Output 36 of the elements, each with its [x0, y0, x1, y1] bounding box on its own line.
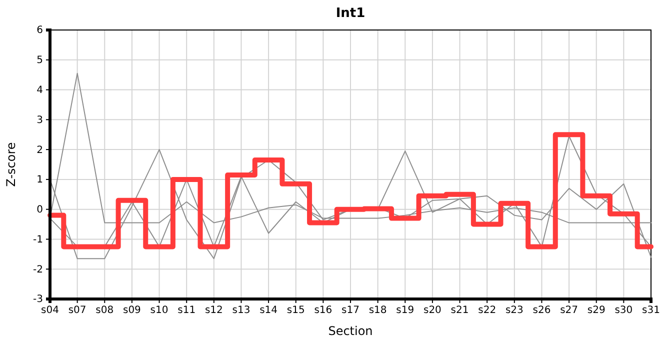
x-tick-label: s11	[178, 305, 196, 316]
y-tick-label: 0	[36, 204, 43, 216]
x-tick-label: s17	[342, 305, 360, 316]
y-tick-label: 4	[36, 84, 43, 96]
x-tick-label: s12	[204, 305, 223, 316]
x-tick-label: s19	[396, 305, 414, 316]
x-tick-label: s20	[423, 305, 442, 316]
x-tick-label: s29	[587, 305, 606, 316]
y-tick-label: 1	[36, 174, 43, 186]
x-tick-label: s08	[96, 305, 114, 316]
x-axis-title: Section	[328, 324, 373, 338]
x-tick-label: s26	[532, 305, 551, 316]
chart-title: Int1	[336, 6, 366, 21]
y-tick-label: -3	[33, 294, 43, 306]
x-tick-label: s27	[560, 305, 578, 316]
x-tick-label: s21	[450, 305, 469, 316]
y-tick-label: -1	[33, 234, 43, 246]
x-tick-label: s31	[642, 305, 660, 316]
x-tick-label: s30	[614, 305, 633, 316]
x-tick-label: s04	[41, 305, 59, 316]
y-axis-title: Z-score	[4, 142, 18, 187]
x-tick-label: s23	[505, 305, 524, 316]
x-tick-label: s18	[368, 305, 387, 316]
y-tick-label: -2	[33, 264, 43, 276]
x-tick-label: s16	[314, 305, 332, 316]
x-tick-label: s14	[260, 305, 278, 316]
x-tick-label: s13	[232, 305, 250, 316]
y-tick-label: 3	[36, 114, 43, 126]
x-tick-label: s10	[150, 305, 168, 316]
x-tick-label: s22	[478, 305, 496, 316]
y-tick-label: 2	[36, 144, 43, 156]
y-tick-label: 6	[36, 25, 43, 36]
x-tick-label: s07	[68, 305, 86, 316]
y-tick-label: 5	[36, 55, 43, 66]
x-tick-label: s09	[122, 305, 141, 316]
x-tick-label: s15	[286, 305, 305, 316]
